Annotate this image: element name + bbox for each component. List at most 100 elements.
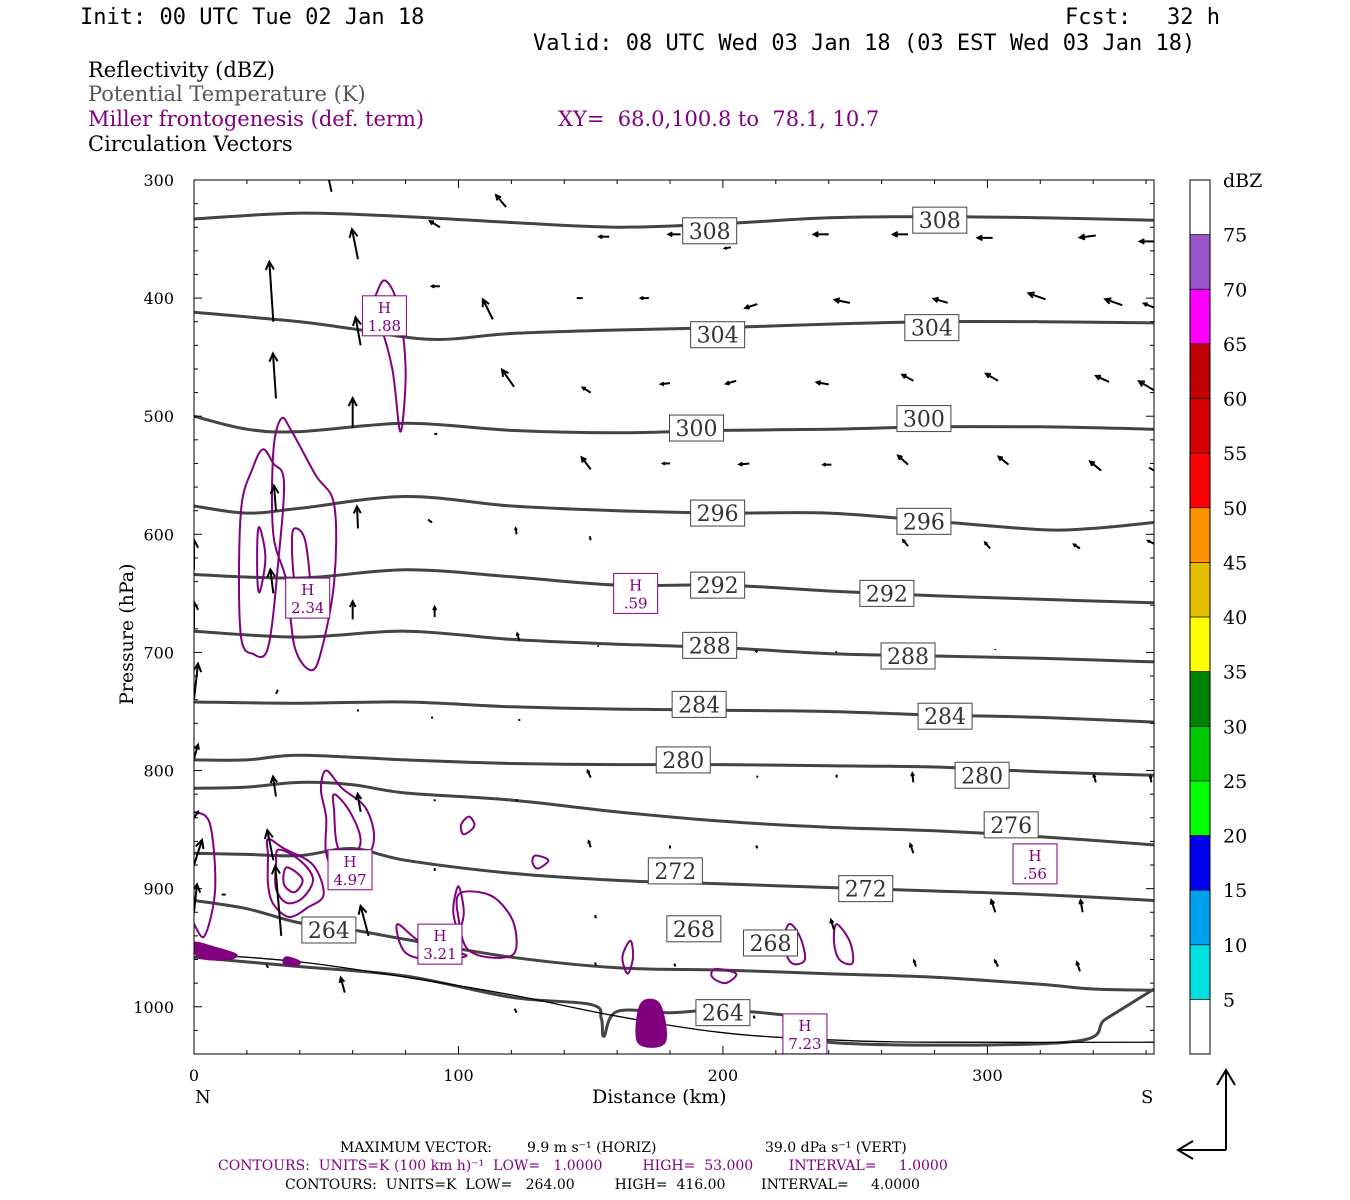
vector-shaft bbox=[834, 298, 851, 304]
colorbar-segment bbox=[1190, 234, 1210, 290]
circulation-vector bbox=[588, 535, 592, 541]
x-end-label-south: S bbox=[1141, 1087, 1154, 1108]
frontogenesis-max-box bbox=[327, 849, 373, 891]
colorbar-segment bbox=[1190, 398, 1210, 454]
circulation-vector bbox=[268, 351, 279, 399]
forecast-hour: 32 h bbox=[1167, 5, 1220, 30]
frontogenesis-contour bbox=[237, 448, 286, 659]
theta-label: 300 bbox=[903, 408, 945, 433]
colorbar-segment bbox=[1190, 507, 1210, 563]
circulation-vector bbox=[910, 771, 915, 783]
y-tick-label: 600 bbox=[143, 525, 174, 544]
theta-label: 304 bbox=[697, 324, 739, 349]
colorbar-segment bbox=[1190, 562, 1210, 617]
theta-label: 308 bbox=[689, 220, 731, 245]
colorbar-tick-label: 75 bbox=[1223, 225, 1247, 247]
circulation-vector bbox=[737, 461, 750, 467]
vector-shaft bbox=[501, 369, 515, 388]
theta-contour-296 bbox=[194, 494, 1154, 532]
vector-shaft bbox=[580, 456, 592, 470]
vector-head bbox=[1078, 898, 1084, 905]
x-tick-label: 300 bbox=[972, 1066, 1003, 1085]
theta-label: 292 bbox=[697, 574, 739, 599]
colorbar-tick-label: 5 bbox=[1223, 989, 1235, 1011]
circulation-vector bbox=[264, 259, 275, 322]
frontogenesis-max-symbol: H bbox=[1028, 847, 1041, 865]
vector-head bbox=[194, 837, 205, 850]
circulation-vector bbox=[993, 958, 999, 968]
frontogenesis-contour bbox=[194, 810, 217, 939]
vector-head bbox=[357, 903, 368, 915]
vector-head bbox=[1092, 773, 1097, 779]
vector-shaft bbox=[271, 353, 277, 399]
frontogenesis-max-value: 2.34 bbox=[291, 599, 324, 617]
circulation-vector bbox=[912, 958, 917, 967]
x-axis-title: Distance (km) bbox=[592, 1086, 727, 1108]
circulation-vector bbox=[1137, 380, 1154, 392]
vector-shaft bbox=[754, 649, 759, 654]
theta-label-box bbox=[690, 321, 746, 349]
frontogenesis-max-value: 4.97 bbox=[333, 871, 366, 889]
vector-head bbox=[1137, 380, 1146, 387]
vector-head bbox=[348, 599, 357, 608]
vector-head bbox=[900, 373, 907, 379]
theta-label: 280 bbox=[662, 749, 704, 774]
colorbar-segment bbox=[1190, 671, 1210, 727]
circulation-vector bbox=[263, 828, 275, 861]
footer-theta-contours: CONTOURS: UNITS=K LOW= 264.00 HIGH= 416.… bbox=[285, 1177, 920, 1193]
theta-label-box bbox=[666, 915, 722, 943]
frontogenesis-max-box bbox=[1012, 843, 1058, 885]
vector-head bbox=[832, 297, 841, 304]
circulation-vector bbox=[908, 842, 915, 854]
theta-label-box bbox=[690, 499, 746, 527]
colorbar-segment bbox=[1190, 453, 1210, 508]
circulation-vector bbox=[931, 296, 948, 304]
vector-head bbox=[975, 234, 983, 242]
circulation-vector bbox=[587, 839, 592, 848]
max-vector-horiz: 9.9 m s⁻¹ (HORIZ) bbox=[527, 1140, 657, 1156]
circulation-vector bbox=[269, 774, 278, 797]
vector-head bbox=[428, 220, 435, 226]
vector-head bbox=[1148, 774, 1153, 779]
vector-shaft bbox=[194, 663, 199, 700]
vector-shaft bbox=[481, 298, 494, 320]
circulation-vector bbox=[481, 297, 494, 320]
y-axis-title: Pressure (hPa) bbox=[116, 563, 138, 705]
vector-head bbox=[268, 351, 279, 363]
vector-head bbox=[194, 599, 199, 611]
colorbar-segment bbox=[1190, 617, 1210, 672]
vector-head bbox=[1072, 543, 1077, 548]
frontogenesis-contour bbox=[531, 854, 550, 870]
circulation-vector bbox=[821, 462, 832, 467]
circulation-vector bbox=[989, 898, 997, 913]
vector-head bbox=[514, 526, 518, 531]
colorbar-tick-label: 55 bbox=[1223, 443, 1247, 465]
frontogenesis-max-box bbox=[613, 572, 659, 614]
circulation-vector bbox=[194, 661, 203, 700]
max-vector-label: MAXIMUM VECTOR: bbox=[340, 1140, 492, 1156]
vector-head bbox=[908, 842, 914, 848]
colorbar-segment bbox=[1190, 289, 1210, 344]
x-end-label-north: N bbox=[195, 1087, 211, 1108]
forecast-label: Fcst: bbox=[1065, 5, 1132, 30]
vector-head bbox=[931, 296, 939, 304]
vector-head bbox=[429, 284, 435, 289]
theta-label-box bbox=[904, 314, 960, 342]
colorbar-segment bbox=[1190, 780, 1210, 836]
circulation-vector bbox=[658, 381, 671, 387]
vector-shaft bbox=[596, 644, 600, 648]
theta-label: 284 bbox=[924, 705, 966, 730]
vector-head bbox=[1026, 291, 1035, 299]
plot-frame bbox=[193, 179, 1155, 1055]
circulation-vector bbox=[580, 455, 592, 470]
theta-label-box bbox=[954, 761, 1010, 789]
frontogenesis-max-value: .59 bbox=[624, 594, 648, 612]
theta-label: 264 bbox=[308, 919, 350, 944]
colorbar-tick-label: 25 bbox=[1223, 771, 1247, 793]
legend-reflectivity: Reflectivity (dBZ) bbox=[88, 58, 276, 82]
y-tick-label: 500 bbox=[143, 407, 174, 426]
theta-label-box bbox=[682, 631, 738, 659]
frontogenesis-max-symbol: H bbox=[433, 927, 446, 945]
vector-shaft bbox=[752, 1015, 756, 1019]
